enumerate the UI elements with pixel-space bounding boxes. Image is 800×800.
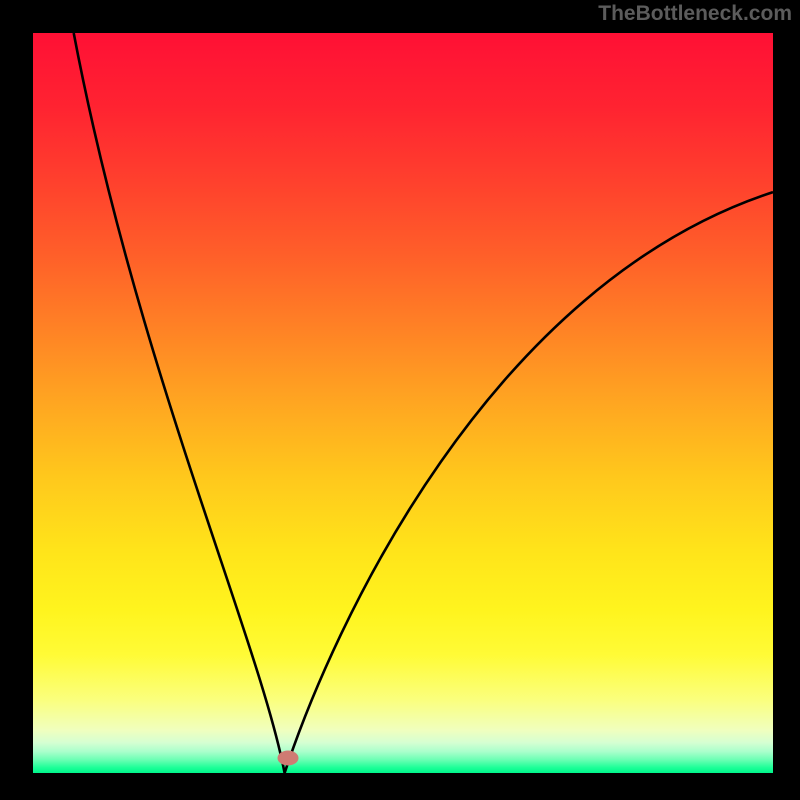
bottleneck-curve [33,33,773,773]
optimum-marker [278,751,299,766]
attribution-text: TheBottleneck.com [598,2,792,26]
plot-area [33,33,773,773]
